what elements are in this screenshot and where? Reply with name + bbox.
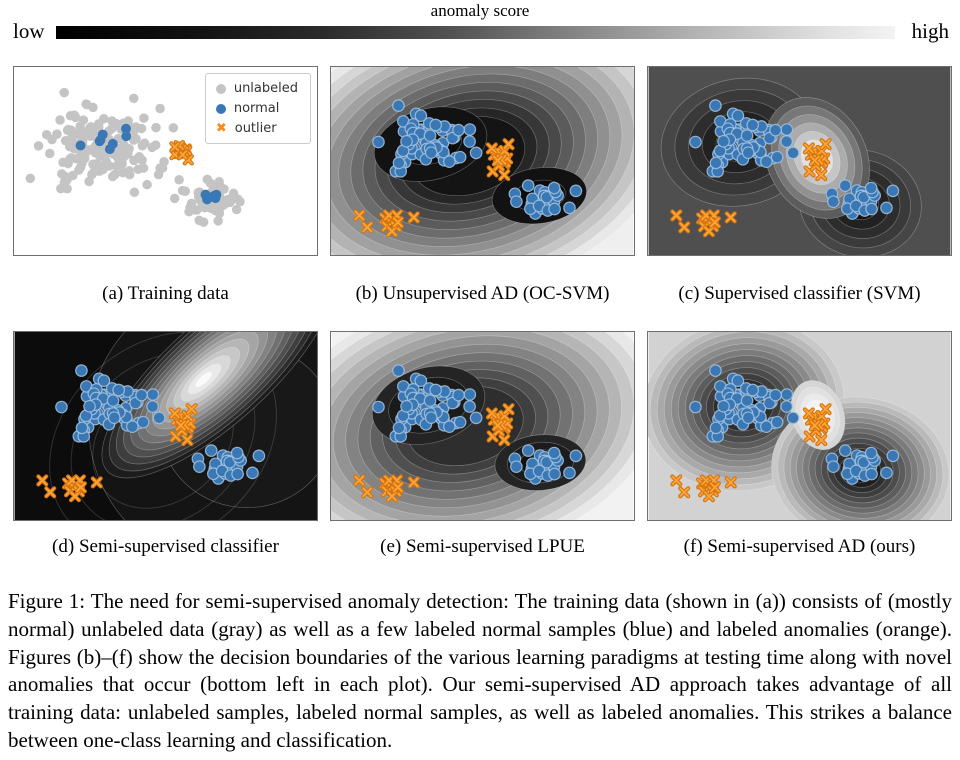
panel-cell-d: (d) Semi-supervised classifier: [13, 331, 318, 573]
panel-b-ocsvm-plot: [330, 66, 635, 256]
figure-grid: unlabeled normal ✖ outlier (a) Training …: [13, 66, 952, 573]
panel-cell-f: (f) Semi-supervised AD (ours): [647, 331, 952, 573]
panel-cell-b: (b) Unsupervised AD (OC-SVM): [330, 66, 635, 331]
panel-c-svm-plot: [647, 66, 952, 256]
subcaption-f: (f) Semi-supervised AD (ours): [683, 536, 916, 557]
panel-d-semisupervised-classifier-plot: [13, 331, 318, 521]
subcaption-a: (a) Training data: [102, 282, 229, 304]
panel-f-semisupervised-ad-plot: [647, 331, 952, 521]
legend-item-outlier: ✖ outlier: [216, 121, 298, 136]
panel-e-lpue-plot: [330, 331, 635, 521]
unlabeled-marker-icon: [215, 83, 226, 94]
panel-cell-a: unlabeled normal ✖ outlier (a) Training …: [13, 66, 318, 331]
subcaption-e: (e) Semi-supervised LPUE: [380, 536, 585, 557]
figure-caption: Figure 1: The need for semi-supervised a…: [8, 589, 952, 752]
outlier-marker-icon: ✖: [215, 121, 227, 136]
panel-cell-c: (c) Supervised classifier (SVM): [647, 66, 952, 331]
legend-label-outlier: outlier: [234, 121, 277, 136]
legend-label-unlabeled: unlabeled: [233, 81, 298, 96]
legend: unlabeled normal ✖ outlier: [204, 73, 311, 144]
panel-cell-e: (e) Semi-supervised LPUE: [330, 331, 635, 573]
subcaption-d: (d) Semi-supervised classifier: [52, 536, 279, 557]
subcaption-c: (c) Supervised classifier (SVM): [678, 282, 921, 304]
colorbar-high-label: high: [911, 19, 949, 43]
colorbar-title: anomaly score: [430, 1, 530, 20]
colorbar-gradient: [56, 26, 895, 39]
legend-item-unlabeled: unlabeled: [215, 81, 298, 96]
colorbar-low-label: low: [13, 19, 45, 43]
legend-label-normal: normal: [233, 101, 280, 116]
normal-marker-icon: [215, 103, 226, 114]
subcaption-b: (b) Unsupervised AD (OC-SVM): [355, 282, 610, 304]
legend-item-normal: normal: [215, 101, 298, 116]
